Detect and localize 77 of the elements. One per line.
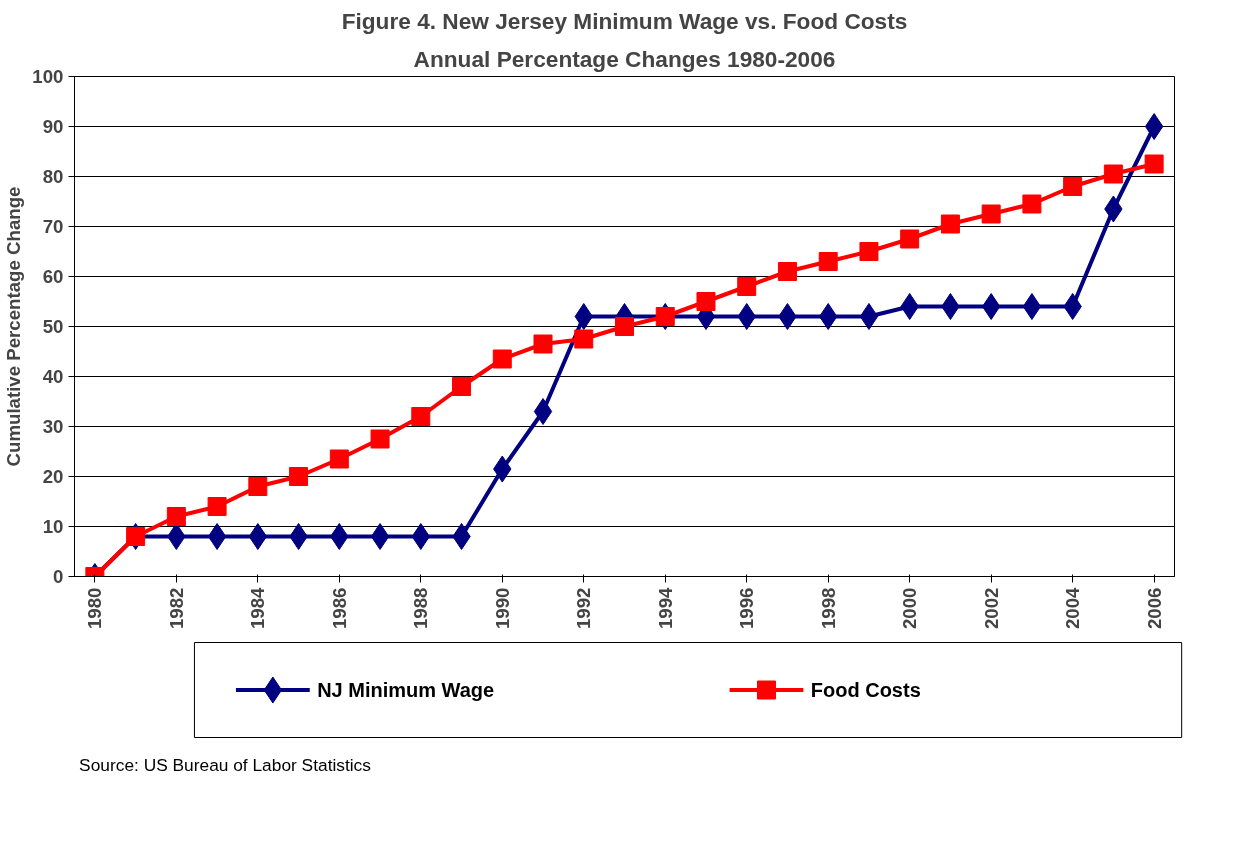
point bbox=[452, 523, 471, 550]
point bbox=[330, 523, 349, 550]
point bbox=[370, 429, 390, 449]
point bbox=[1022, 194, 1042, 214]
point bbox=[615, 317, 634, 336]
point bbox=[1063, 293, 1082, 320]
x-tick-label: 1988 bbox=[410, 587, 432, 629]
point bbox=[859, 242, 879, 261]
y-tick-label: 50 bbox=[42, 316, 64, 337]
legend-label: NJ Minimum Wage bbox=[317, 679, 495, 701]
y-tick-label: 0 bbox=[53, 566, 64, 587]
point bbox=[126, 527, 146, 546]
point bbox=[492, 349, 512, 369]
point bbox=[574, 329, 594, 349]
point bbox=[289, 467, 309, 486]
point bbox=[859, 303, 879, 330]
point bbox=[329, 449, 349, 469]
y-tick-label: 10 bbox=[42, 516, 64, 537]
point bbox=[982, 293, 1001, 320]
point bbox=[574, 303, 593, 330]
point bbox=[655, 307, 675, 326]
x-tick-label: 1998 bbox=[817, 587, 839, 629]
point bbox=[166, 507, 186, 526]
x-tick-label: 1994 bbox=[654, 586, 676, 629]
y-axis-title: Cumulative Percentage Change bbox=[3, 186, 25, 467]
x-tick-label: 1982 bbox=[165, 587, 187, 629]
point bbox=[248, 523, 267, 550]
y-tick-label: 100 bbox=[32, 66, 64, 87]
point bbox=[819, 303, 838, 330]
x-tick-label: 1992 bbox=[573, 587, 595, 629]
x-tick-label: 1986 bbox=[328, 587, 350, 629]
x-tick-label: 1984 bbox=[247, 586, 269, 629]
point bbox=[777, 262, 797, 281]
point bbox=[533, 398, 553, 425]
point bbox=[1022, 293, 1042, 320]
point bbox=[900, 229, 920, 249]
x-tick-label: 2002 bbox=[980, 587, 1002, 629]
point bbox=[1144, 113, 1164, 140]
point bbox=[207, 523, 227, 550]
y-tick-label: 20 bbox=[42, 466, 64, 487]
y-tick-label: 90 bbox=[42, 116, 64, 137]
point bbox=[370, 523, 390, 550]
y-tick-label: 40 bbox=[42, 366, 64, 387]
point bbox=[411, 523, 430, 550]
x-tick-label: 1990 bbox=[491, 587, 513, 629]
x-tick-label: 2000 bbox=[899, 587, 921, 629]
point bbox=[1103, 164, 1123, 184]
point bbox=[1063, 177, 1083, 196]
point bbox=[940, 214, 960, 234]
point bbox=[778, 303, 797, 330]
point bbox=[207, 497, 227, 516]
x-tick-label: 1996 bbox=[736, 587, 758, 629]
y-tick-label: 80 bbox=[42, 166, 64, 187]
point bbox=[533, 334, 553, 354]
x-tick-label: 1980 bbox=[84, 587, 106, 629]
point bbox=[411, 407, 431, 426]
point bbox=[737, 303, 756, 330]
point bbox=[696, 292, 716, 311]
point bbox=[941, 293, 960, 320]
x-tick-label: 2006 bbox=[1143, 587, 1165, 629]
point bbox=[1144, 154, 1164, 174]
y-tick-label: 30 bbox=[42, 416, 64, 437]
chart-title: Figure 4. New Jersey Minimum Wage vs. Food Costs bbox=[341, 7, 908, 34]
x-tick-label: 2004 bbox=[1062, 586, 1084, 629]
point bbox=[981, 204, 1001, 224]
point bbox=[248, 477, 268, 496]
legend-label: Food Costs bbox=[810, 679, 921, 701]
point bbox=[452, 377, 472, 396]
point bbox=[818, 252, 838, 271]
point bbox=[289, 523, 308, 550]
point bbox=[167, 523, 186, 550]
source-note: Source: US Bureau of Labor Statistics bbox=[79, 754, 372, 775]
point bbox=[737, 277, 757, 296]
chart-subtitle: Annual Percentage Changes 1980-2006 bbox=[413, 45, 836, 72]
y-tick-label: 60 bbox=[42, 266, 64, 287]
point bbox=[900, 293, 919, 320]
y-tick-label: 70 bbox=[42, 216, 64, 237]
